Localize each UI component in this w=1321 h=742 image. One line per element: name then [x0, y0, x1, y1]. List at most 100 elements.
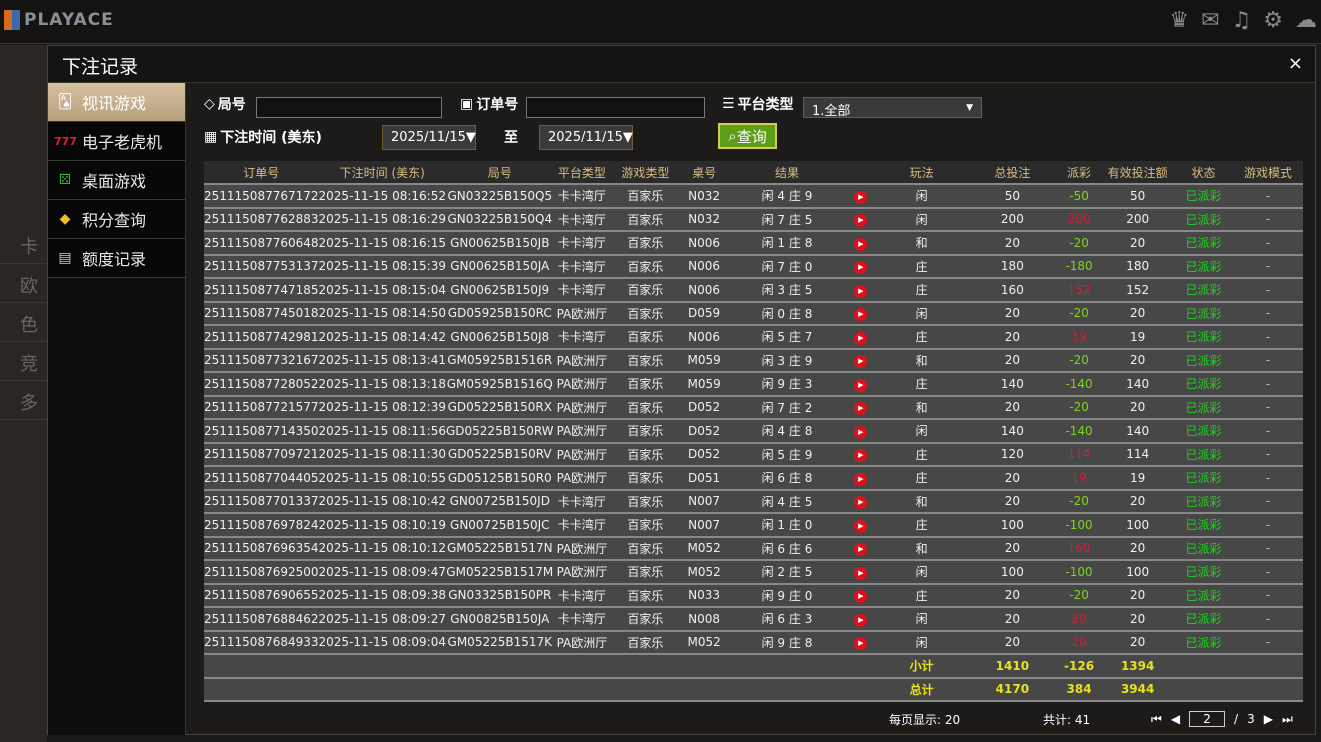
result-cell: 闲 9 庄 3	[727, 372, 847, 397]
platform-cell: PA欧洲厅	[553, 536, 611, 561]
bet-time-cell: 2025-11-15 08:10:42	[318, 489, 446, 514]
column-header: 局号	[445, 161, 554, 185]
play-video-icon[interactable]: ▶	[854, 472, 868, 486]
play-video-icon[interactable]: ▶	[854, 331, 868, 345]
sidebar-item-label: 额度记录	[82, 250, 147, 269]
replay-cell[interactable]: ▶	[846, 560, 876, 585]
replay-cell[interactable]: ▶	[846, 513, 876, 538]
result-cell: 闲 6 庄 8	[727, 466, 847, 491]
last-page-icon[interactable]: ⏭	[1281, 711, 1293, 726]
status-cell: 已派彩	[1174, 372, 1233, 397]
play-video-icon[interactable]: ▶	[854, 355, 868, 369]
round-label: ◇ 局号	[204, 96, 246, 113]
game-mode-cell: -	[1232, 583, 1303, 608]
play-video-icon[interactable]: ▶	[854, 237, 868, 251]
valid-bet-cell: 100	[1101, 560, 1175, 585]
total-bet-cell: 120	[967, 442, 1057, 467]
play-video-icon[interactable]: ▶	[854, 637, 868, 651]
replay-cell[interactable]: ▶	[846, 442, 876, 467]
platform-cell: 卡卡湾厅	[553, 278, 611, 303]
result-cell: 闲 0 庄 8	[727, 301, 847, 326]
message-icon[interactable]: ☁	[1295, 8, 1317, 33]
sidebar-item-live-games[interactable]: 🂡 视讯游戏	[48, 83, 185, 122]
spacer	[1174, 677, 1303, 702]
replay-cell[interactable]: ▶	[846, 372, 876, 397]
play-video-icon[interactable]: ▶	[854, 543, 868, 557]
play-video-icon[interactable]: ▶	[854, 496, 868, 510]
play-video-icon[interactable]: ▶	[854, 378, 868, 392]
replay-cell[interactable]: ▶	[846, 301, 876, 326]
play-video-icon[interactable]: ▶	[854, 402, 868, 416]
pagination: ⏮ ◀ 2 / 3 ▶ ⏭	[1151, 711, 1293, 727]
cards-icon: 🂡	[57, 94, 73, 110]
platform-cell: PA欧洲厅	[553, 372, 611, 397]
payout-cell: 19	[1056, 466, 1102, 491]
table-row: 251115087745018 2025-11-15 08:14:50 GD0592…	[204, 301, 1303, 326]
game-type-cell: 百家乐	[610, 630, 681, 655]
platform-select[interactable]: 1.全部 ▼	[803, 97, 982, 119]
play-video-icon[interactable]: ▶	[854, 308, 868, 322]
replay-cell[interactable]: ▶	[846, 348, 876, 373]
play-video-icon[interactable]: ▶	[854, 590, 868, 604]
date-from-picker[interactable]: 2025/11/15▼	[382, 125, 476, 150]
next-page-icon[interactable]: ▶	[1263, 712, 1273, 726]
round-input[interactable]	[256, 97, 442, 118]
sidebar-item-points[interactable]: ◆ 积分查询	[48, 200, 185, 239]
table-no-cell: N006	[680, 231, 728, 256]
subtotal-valid-bet: 1394	[1101, 654, 1175, 679]
valid-bet-cell: 19	[1101, 325, 1175, 350]
chat-icon[interactable]: ✉	[1201, 8, 1220, 33]
payout-cell: 160	[1056, 536, 1102, 561]
replay-cell[interactable]: ▶	[846, 466, 876, 491]
replay-cell[interactable]: ▶	[846, 278, 876, 303]
gear-icon[interactable]: ⚙	[1263, 8, 1283, 33]
vip-icon[interactable]: ♛	[1169, 8, 1190, 33]
modal-header: 下注记录 ×	[48, 46, 1315, 83]
replay-cell[interactable]: ▶	[846, 395, 876, 420]
replay-cell[interactable]: ▶	[846, 231, 876, 256]
music-icon[interactable]: ♫	[1231, 8, 1252, 33]
game-type-cell: 百家乐	[610, 395, 681, 420]
play-video-icon[interactable]: ▶	[854, 449, 868, 463]
replay-cell[interactable]: ▶	[846, 325, 876, 350]
replay-cell[interactable]: ▶	[846, 607, 876, 632]
sidebar-item-table-games[interactable]: ⚄ 桌面游戏	[48, 161, 185, 200]
replay-cell[interactable]: ▶	[846, 254, 876, 279]
query-button[interactable]: ⌕ 查询	[718, 123, 777, 149]
replay-cell[interactable]: ▶	[846, 489, 876, 514]
replay-cell[interactable]: ▶	[846, 630, 876, 655]
play-video-icon[interactable]: ▶	[854, 261, 868, 275]
replay-cell[interactable]: ▶	[846, 207, 876, 232]
replay-cell[interactable]: ▶	[846, 184, 876, 209]
result-cell: 闲 6 庄 3	[727, 607, 847, 632]
play-video-icon[interactable]: ▶	[854, 284, 868, 298]
payout-cell: -20	[1056, 583, 1102, 608]
close-icon[interactable]: ×	[1287, 53, 1303, 74]
table-no-cell: N006	[680, 325, 728, 350]
play-video-icon[interactable]: ▶	[854, 613, 868, 627]
replay-cell[interactable]: ▶	[846, 583, 876, 608]
play-video-icon[interactable]: ▶	[854, 190, 868, 204]
game-type-cell: 百家乐	[610, 560, 681, 585]
order-input[interactable]	[526, 97, 705, 118]
list-icon: ☰	[722, 96, 735, 112]
bet-records-table: 订单号 下注时间 (美东) 局号 平台类型 游戏类型 桌号 结果 玩法 总投注 派彩 有效投注额 状态…	[204, 161, 1303, 702]
search-icon: ⌕	[728, 127, 737, 145]
replay-cell[interactable]: ▶	[846, 536, 876, 561]
play-video-icon[interactable]: ▶	[854, 519, 868, 533]
play-video-icon[interactable]: ▶	[854, 566, 868, 580]
date-to-picker[interactable]: 2025/11/15▼	[539, 125, 633, 150]
prev-page-icon[interactable]: ◀	[1170, 712, 1181, 726]
replay-cell[interactable]: ▶	[846, 419, 876, 444]
record-count: 共计: 41	[1043, 713, 1091, 727]
table-no-cell: N032	[680, 184, 728, 209]
play-video-icon[interactable]: ▶	[854, 425, 868, 439]
column-header: 有效投注额	[1101, 161, 1175, 185]
table-row: 251115087688462 2025-11-15 08:09:27 GN0082…	[204, 607, 1303, 632]
page-input[interactable]: 2	[1189, 711, 1226, 727]
sidebar-item-credit-records[interactable]: ▤ 额度记录	[48, 239, 185, 278]
play-video-icon[interactable]: ▶	[854, 214, 868, 228]
sidebar-item-slots[interactable]: 777 电子老虎机	[48, 122, 185, 161]
status-cell: 已派彩	[1174, 231, 1233, 256]
first-page-icon[interactable]: ⏮	[1151, 711, 1162, 726]
